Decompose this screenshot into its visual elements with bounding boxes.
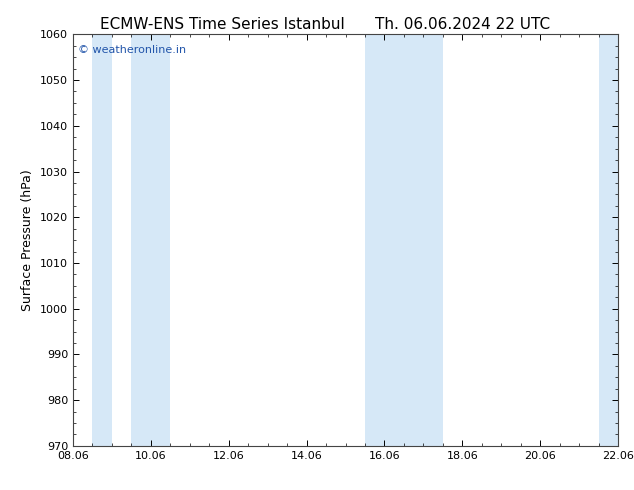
Text: Th. 06.06.2024 22 UTC: Th. 06.06.2024 22 UTC: [375, 17, 550, 32]
Text: ECMW-ENS Time Series Istanbul: ECMW-ENS Time Series Istanbul: [100, 17, 344, 32]
Bar: [404, 34, 443, 446]
Text: © weatheronline.in: © weatheronline.in: [79, 45, 186, 54]
Bar: [598, 34, 618, 446]
Bar: [93, 34, 112, 446]
Y-axis label: Surface Pressure (hPa): Surface Pressure (hPa): [22, 169, 34, 311]
Bar: [365, 34, 404, 446]
Bar: [131, 34, 171, 446]
